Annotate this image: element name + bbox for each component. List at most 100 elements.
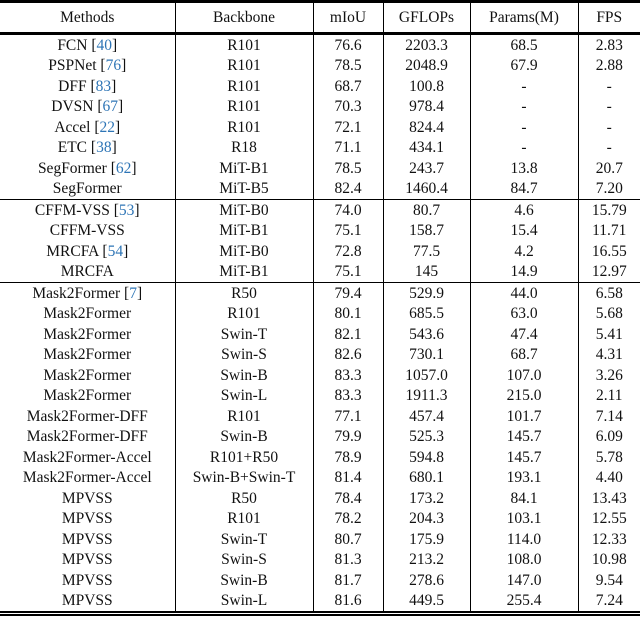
backbone-cell: Swin-B	[174, 365, 313, 386]
backbone-cell: R101	[174, 406, 313, 427]
params-cell: 145.7	[469, 447, 578, 468]
fps-cell: 5.78	[577, 447, 640, 468]
fps-cell: -	[577, 76, 640, 97]
fps-cell: 3.26	[577, 365, 640, 386]
method-name: Mask2Former	[43, 325, 132, 343]
method-name: MPVSS	[61, 510, 113, 527]
method-cell: Mask2Former-Accel	[0, 468, 175, 489]
citation-link[interactable]: 53	[118, 201, 135, 219]
method-name: Mask2Former-DFF	[26, 428, 148, 445]
citation-link[interactable]: 22	[99, 118, 116, 136]
backbone-cell: R101	[174, 508, 313, 529]
gflops-cell: 2048.9	[382, 55, 470, 76]
table-row: MPVSS Swin-S 81.3 213.2 108.0 10.98	[0, 549, 640, 571]
miou-cell: 81.7	[312, 570, 383, 591]
method-cell: Mask2Former-DFF	[0, 406, 175, 427]
citation-link[interactable]: 38	[96, 139, 112, 156]
method-name: FCN	[57, 36, 88, 54]
citation-link[interactable]: 54	[107, 242, 124, 260]
fps-cell: 12.97	[577, 261, 640, 283]
gflops-cell: 730.1	[382, 344, 470, 365]
backbone-cell: MiT-B0	[174, 199, 313, 221]
miou-cell: 79.4	[312, 282, 383, 304]
column-header-gflops: GFLOPs	[382, 1, 470, 35]
table-row: CFFM-VSS MiT-B1 75.1 158.7 15.4 11.71	[0, 220, 640, 242]
method-name: MPVSS	[61, 592, 113, 609]
fps-cell: 2.83	[577, 33, 640, 56]
method-cell: SegFormer [62]	[37, 159, 137, 177]
backbone-cell: MiT-B0	[174, 241, 313, 262]
table-row: DFF [83] R101 68.7 100.8- -	[0, 76, 640, 97]
citation-link[interactable]: 76	[105, 57, 122, 74]
citation-link[interactable]: 62	[115, 159, 132, 177]
fps-cell: 7.14	[577, 406, 640, 427]
miou-cell: 72.8	[312, 241, 383, 262]
gflops-cell: 158.7	[382, 220, 470, 241]
params-cell: 14.9	[469, 261, 578, 283]
column-header-backbone: Backbone	[174, 1, 313, 35]
backbone-cell: R101	[174, 117, 313, 138]
method-name: Accel	[54, 118, 91, 136]
table-row: SegFormer MiT-B5 82.4 1460.4 84.7 7.20	[0, 178, 640, 200]
table-row: MPVSS R50 78.4 173.2 84.1 13.43	[0, 488, 640, 509]
fps-cell: 10.98	[577, 549, 640, 570]
fps-cell: 6.58	[577, 282, 640, 304]
gflops-cell: 680.1	[382, 467, 470, 488]
table-header: Methods Backbone mIoU GFLOPs Params(M) F…	[0, 1, 640, 35]
backbone-cell: R101	[174, 303, 313, 324]
params-cell: -	[469, 117, 578, 138]
gflops-cell: 243.7	[382, 158, 470, 179]
gflops-cell: 1057.0	[382, 365, 470, 386]
method-name: MRCFA	[46, 242, 99, 260]
miou-cell: 78.5	[312, 158, 383, 179]
backbone-cell: Swin-B	[174, 570, 313, 591]
miou-cell: 78.9	[312, 447, 383, 468]
table-row: PSPNet [76] R101 78.5 2048.9 67.9 2.88	[0, 55, 640, 76]
fps-cell: 2.11	[577, 385, 640, 406]
method-cell: Mask2Former	[0, 304, 175, 325]
method-cell: MPVSS	[0, 509, 175, 530]
method-cell: MPVSS	[0, 529, 175, 550]
method-cell: Mask2Former	[0, 324, 175, 345]
method-cell: CFFM-VSS	[0, 221, 175, 242]
method-cell: Mask2Former-DFF	[0, 427, 175, 448]
backbone-cell: R18	[174, 137, 313, 158]
miou-cell: 72.1	[312, 117, 383, 138]
gflops-cell: 213.2	[382, 549, 470, 570]
miou-cell: 83.3	[312, 365, 383, 386]
section-vss-models: CFFM-VSS [53] MiT-B0 74.0 80.7 4.6 15.79 CFFM-…	[0, 199, 640, 283]
params-cell: 13.8	[469, 158, 578, 179]
params-cell: -	[469, 76, 578, 97]
miou-cell: 81.3	[312, 549, 383, 570]
method-cell: Mask2Former-Accel	[0, 447, 175, 468]
citation-link[interactable]: 7	[129, 284, 137, 302]
backbone-cell: R101	[174, 76, 313, 97]
citation-link[interactable]: 83	[95, 77, 112, 95]
params-cell: 103.1	[469, 508, 578, 529]
method-cell: CFFM-VSS [53]	[34, 201, 140, 219]
method-name: PSPNet	[48, 57, 97, 74]
method-name: Mask2Former	[32, 284, 121, 302]
params-cell: 15.4	[469, 220, 578, 241]
miou-cell: 81.4	[312, 467, 383, 488]
gflops-cell: 529.9	[382, 282, 470, 304]
method-cell: SegFormer	[0, 179, 175, 200]
gflops-cell: 175.9	[382, 529, 470, 550]
backbone-cell: R101	[174, 33, 313, 56]
params-cell: 68.7	[469, 344, 578, 365]
fps-cell: 7.20	[577, 178, 640, 200]
gflops-cell: 1460.4	[382, 178, 470, 200]
backbone-cell: MiT-B1	[174, 158, 313, 179]
column-header-miou: mIoU	[312, 1, 383, 35]
miou-cell: 78.5	[312, 55, 383, 76]
citation-link[interactable]: 40	[96, 36, 113, 54]
params-cell: 67.9	[469, 55, 578, 76]
gflops-cell: 543.6	[382, 324, 470, 345]
fps-cell: 15.79	[577, 199, 640, 221]
miou-cell: 81.6	[312, 590, 383, 614]
fps-cell: 12.55	[577, 508, 640, 529]
method-cell: MPVSS	[0, 550, 175, 571]
citation-link[interactable]: 67	[102, 98, 119, 115]
gflops-cell: 1911.3	[382, 385, 470, 406]
miou-cell: 80.7	[312, 529, 383, 550]
